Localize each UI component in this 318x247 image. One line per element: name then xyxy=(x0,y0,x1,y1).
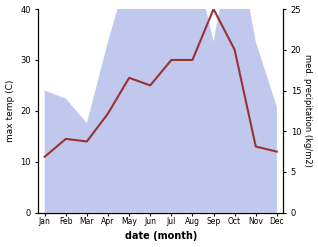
X-axis label: date (month): date (month) xyxy=(125,231,197,242)
Y-axis label: med. precipitation (kg/m2): med. precipitation (kg/m2) xyxy=(303,54,313,167)
Y-axis label: max temp (C): max temp (C) xyxy=(5,80,15,142)
